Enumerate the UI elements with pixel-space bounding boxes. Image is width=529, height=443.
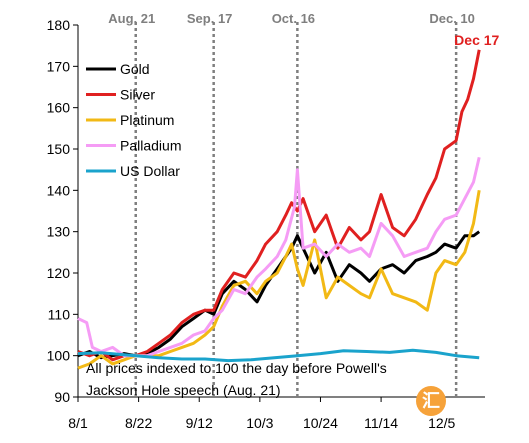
watermark-icon: 汇 (416, 386, 446, 416)
chart-axes: 90 100 110 120 130 140 150 160 170 180 8/1 8/22 9/12… (47, 17, 485, 431)
legend-label: Platinum (120, 112, 174, 128)
event-label: Dec 17 (454, 32, 499, 48)
series-line-palladium (77, 156, 481, 358)
event-label: Aug. 21 (108, 11, 155, 26)
watermark-logo: 汇 (416, 384, 526, 424)
y-tick-label: 170 (47, 58, 71, 74)
y-tick-label: 120 (47, 265, 71, 281)
y-tick-label: 150 (47, 141, 71, 157)
series-line-us-dollar (77, 348, 480, 363)
x-tick-label: 8/22 (125, 415, 152, 431)
event-label: Oct. 16 (272, 11, 315, 26)
series-lines (77, 49, 481, 370)
y-tick-label: 110 (48, 306, 71, 322)
event-label: Dec. 10 (429, 11, 475, 26)
y-tick-label: 130 (47, 224, 71, 240)
chart-legend: Gold Silver Platinum Palladium US Dollar (86, 61, 181, 179)
y-tick-label: 100 (47, 348, 71, 364)
x-tick-label: 12/5 (428, 415, 455, 431)
annotation-text-line1: All prices indexed to 100 the day before… (86, 360, 387, 376)
x-tick-label: 9/12 (186, 415, 213, 431)
y-tick-label: 160 (47, 100, 71, 116)
y-tick-label: 140 (47, 182, 71, 198)
y-tick-label: 90 (54, 389, 70, 405)
x-tick-label: 10/3 (246, 415, 273, 431)
x-tick-label: 10/24 (303, 415, 338, 431)
y-tick-label: 180 (47, 17, 71, 33)
legend-label: Silver (120, 87, 155, 103)
x-tick-label: 11/14 (364, 415, 398, 431)
event-markers: Aug. 21 Sep. 17 Oct. 16 Dec. 10 Dec 17 (108, 11, 500, 397)
legend-label: US Dollar (120, 163, 180, 179)
event-label: Sep. 17 (187, 11, 233, 26)
legend-label: Palladium (120, 138, 181, 154)
series-line-silver (77, 49, 481, 362)
legend-label: Gold (120, 61, 150, 77)
x-tick-label: 8/1 (68, 415, 88, 431)
annotation-text-line2: Jackson Hole speech (Aug. 21) (86, 382, 281, 398)
series-line-platinum (77, 190, 481, 370)
